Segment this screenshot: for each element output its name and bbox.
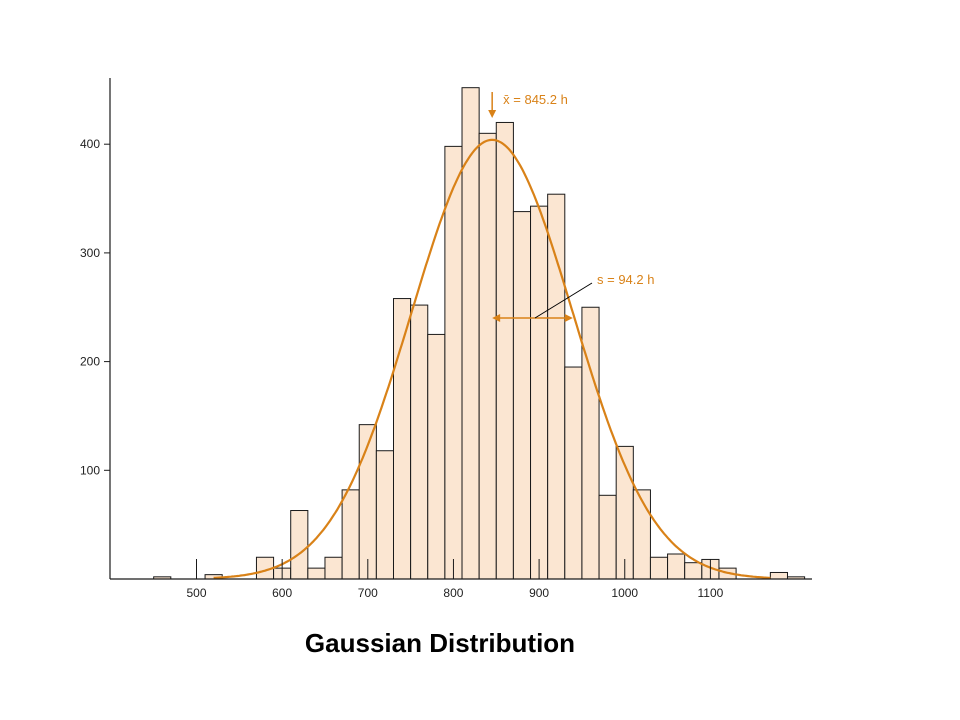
histogram-bar — [530, 205, 549, 580]
sd-arrow-head-right — [564, 314, 573, 322]
histogram-bar — [324, 556, 343, 580]
histogram-bar — [649, 556, 669, 580]
x-tick-label: 1100 — [697, 586, 723, 600]
histogram-bar — [478, 132, 497, 580]
histogram-bar — [684, 562, 703, 580]
mean-label: x̄ = 845.2 h — [503, 92, 568, 107]
mean-arrow-head — [488, 110, 497, 118]
histogram-bar — [598, 494, 617, 580]
histogram-bar — [410, 304, 429, 580]
histogram-bar — [427, 333, 446, 580]
histogram-bar — [341, 489, 360, 580]
histogram-bar — [307, 567, 326, 580]
y-tick-label: 200 — [80, 355, 100, 369]
chart-annotations: x̄ = 845.2 h s = 94.2 h — [488, 92, 654, 322]
histogram-bar — [632, 489, 651, 580]
x-tick-label: 700 — [358, 586, 378, 600]
x-tick-label: 800 — [443, 586, 463, 600]
sd-leader-line — [534, 282, 593, 319]
y-tick-label: 300 — [80, 246, 100, 260]
histogram-bar — [375, 450, 394, 580]
sd-label: s = 94.2 h — [597, 272, 654, 287]
histogram-bars — [153, 87, 806, 580]
x-tick-label: 1000 — [611, 586, 638, 600]
x-tick-label: 900 — [529, 586, 549, 600]
histogram-bar — [290, 510, 309, 580]
histogram-bar — [444, 145, 463, 580]
y-tick-label: 100 — [80, 463, 100, 477]
histogram-bar — [547, 193, 566, 580]
histogram-bar — [769, 571, 788, 580]
histogram-bar — [564, 366, 583, 580]
histogram-bar — [461, 87, 480, 580]
x-tick-label: 600 — [272, 586, 292, 600]
histogram-bar — [667, 553, 686, 580]
chart-caption: Gaussian Distribution — [304, 628, 576, 658]
histogram-chart: 100 200 300 400 500 600 700 800 900 1000 1100 x̄ =… — [80, 78, 812, 600]
x-tick-label: 500 — [186, 586, 206, 600]
sd-arrow-head-left — [492, 314, 501, 322]
y-tick-label: 400 — [80, 137, 100, 151]
histogram-bar — [495, 121, 514, 580]
histogram-bar — [512, 211, 532, 580]
gaussian-fit-curve — [213, 138, 771, 579]
chart-axes: 100 200 300 400 500 600 700 800 900 1000 1100 — [80, 78, 812, 600]
